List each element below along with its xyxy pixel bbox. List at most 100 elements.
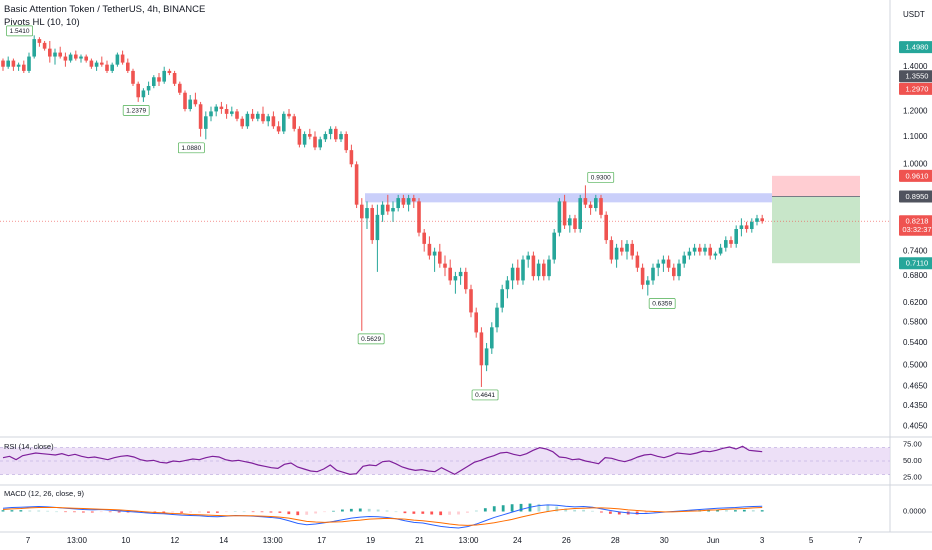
- candle-body: [318, 139, 322, 148]
- candle-body: [495, 307, 499, 328]
- candle-body: [666, 259, 671, 268]
- candle-body: [240, 118, 244, 127]
- y-tick-label: 0.4650: [903, 381, 928, 390]
- candle-body: [282, 113, 286, 132]
- candle-body: [479, 332, 484, 366]
- macd-histogram-bar: [233, 511, 237, 512]
- x-tick-label: 7: [26, 536, 31, 545]
- x-tick-label: 26: [562, 536, 571, 545]
- candle-body: [578, 198, 582, 229]
- candle-body: [328, 128, 333, 135]
- macd-histogram-bar: [1, 510, 5, 512]
- price-tag-text: 1.3550: [906, 72, 929, 81]
- candle-body: [422, 232, 426, 244]
- macd-histogram-bar: [367, 508, 371, 512]
- macd-histogram-bar: [242, 511, 246, 513]
- x-tick-label: 14: [219, 536, 228, 545]
- candle-body: [323, 134, 328, 140]
- candle-body: [703, 247, 707, 252]
- x-tick-label: Jun: [707, 536, 720, 545]
- candle-body: [354, 164, 359, 205]
- candle-body: [58, 52, 62, 57]
- candle-body: [625, 243, 629, 252]
- macd-histogram-bar: [314, 511, 318, 514]
- pivot-label-text: 0.6359: [652, 301, 672, 308]
- x-tick-label: 24: [513, 536, 522, 545]
- candle-body: [521, 259, 525, 281]
- candle-body: [365, 208, 369, 219]
- macd-histogram-bar: [501, 505, 505, 512]
- macd-histogram-bar: [510, 504, 514, 512]
- candle-body: [588, 204, 593, 209]
- macd-histogram-bar: [305, 511, 309, 515]
- macd-histogram-bar: [90, 511, 94, 513]
- macd-histogram-bar: [376, 509, 380, 512]
- macd-histogram-bar: [555, 506, 559, 512]
- candle-body: [557, 201, 562, 233]
- candle-body: [484, 348, 489, 366]
- candle-body: [635, 255, 640, 268]
- candle-body: [412, 198, 416, 202]
- candle-body: [417, 201, 421, 233]
- macd-histogram-bar: [251, 511, 255, 513]
- pivot-label-text: 1.0880: [181, 145, 201, 152]
- macd-histogram-bar: [725, 510, 728, 512]
- candle-body: [432, 251, 437, 256]
- candle-body: [505, 280, 510, 290]
- y-tick-label: 0.5800: [903, 317, 928, 326]
- x-tick-label: 19: [366, 536, 375, 545]
- price-tag-box: [899, 41, 932, 54]
- x-tick-label: 21: [415, 536, 424, 545]
- candle-body: [531, 255, 536, 277]
- macd-histogram-bar: [742, 509, 746, 512]
- macd-histogram-bar: [421, 511, 425, 514]
- x-tick-label: 10: [121, 536, 130, 545]
- candle-body: [219, 106, 224, 110]
- candle-body: [256, 113, 260, 119]
- candle-body: [646, 280, 650, 285]
- y-tick-label: 0.5400: [903, 338, 928, 347]
- pivots-indicator-label[interactable]: Pivots HL (10, 10): [4, 17, 80, 28]
- candle-body: [464, 271, 468, 290]
- price-tag-text: 0.9610: [906, 171, 929, 180]
- pivot-label-box: [122, 105, 150, 116]
- price-tag: 0.7110: [899, 257, 932, 270]
- macd-histogram-bar: [582, 509, 585, 512]
- currency-label: USDT: [903, 10, 925, 19]
- candle-body: [198, 104, 203, 129]
- y-tick-label: 0.7400: [903, 247, 928, 256]
- candle-body: [677, 263, 681, 277]
- pivot-label: 1.5410: [6, 25, 33, 37]
- rsi-tick-label: 75.00: [903, 439, 922, 448]
- candle-body: [120, 54, 125, 63]
- x-tick-label: 13:00: [458, 536, 479, 545]
- pivot-label-text: 1.2379: [126, 108, 146, 115]
- macd-histogram-bar: [474, 510, 478, 512]
- y-tick-label: 1.1000: [903, 132, 928, 141]
- candle-body: [204, 116, 208, 129]
- x-tick-label: 3: [760, 536, 765, 545]
- candle-body: [656, 263, 660, 268]
- macd-histogram-bar: [653, 511, 657, 513]
- price-tag-text: 0.8950: [906, 192, 929, 201]
- macd-histogram-bar: [564, 508, 568, 512]
- macd-histogram-bar: [19, 510, 23, 512]
- candle-body: [552, 232, 556, 260]
- macd-histogram-bar: [537, 503, 541, 512]
- pivot-label: 0.4641: [471, 389, 499, 401]
- candle-body: [183, 92, 187, 110]
- macd-histogram-bar: [608, 511, 612, 514]
- candle-body: [63, 56, 68, 61]
- candle-body: [250, 113, 255, 119]
- macd-histogram-bar: [46, 510, 50, 512]
- candle-body: [297, 128, 302, 145]
- candle-body: [391, 208, 395, 212]
- macd-histogram-bar: [617, 511, 621, 515]
- candle-body: [245, 113, 250, 127]
- rsi-label: RSI (14, close): [4, 442, 54, 451]
- candle-body: [661, 259, 666, 264]
- price-tag-box: [899, 190, 932, 203]
- candle-body: [438, 251, 442, 264]
- candle-body: [74, 54, 78, 59]
